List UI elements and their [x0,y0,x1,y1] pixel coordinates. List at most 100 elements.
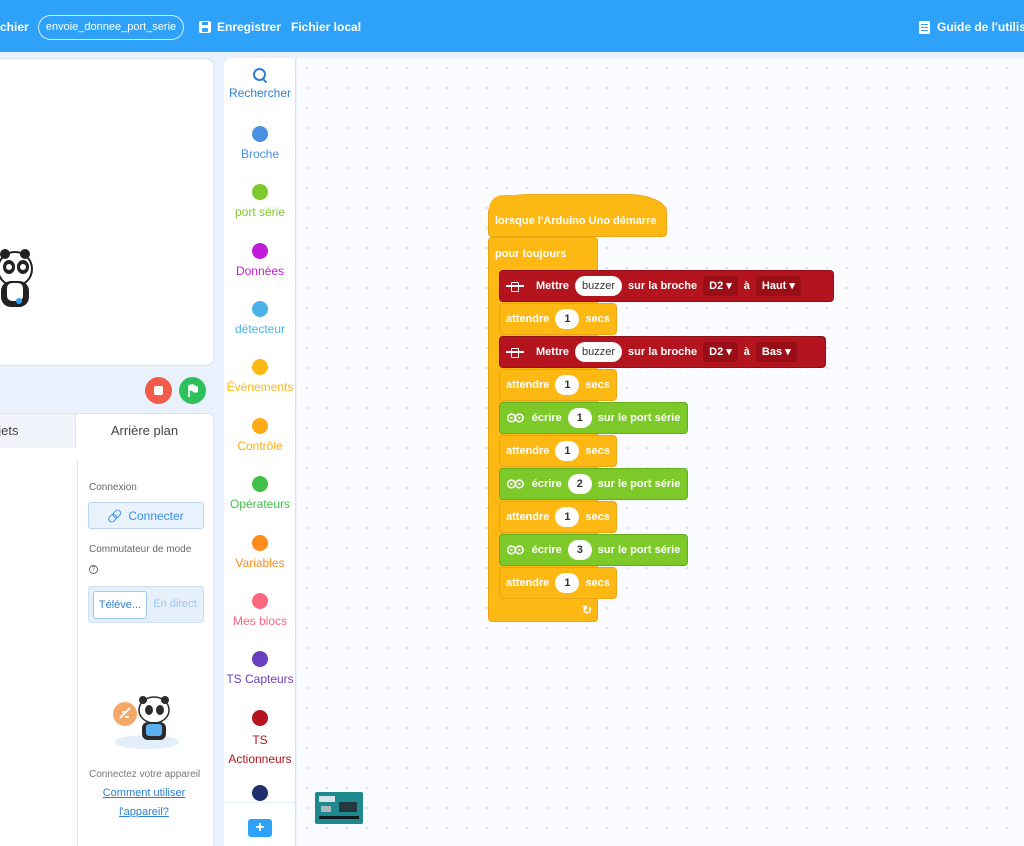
category-dot [252,301,268,317]
category-events-label: Évènements [226,380,294,394]
wait-verb: attendre [506,511,550,523]
category-dot [252,418,268,434]
mode-help-icon[interactable]: ? [89,565,98,574]
serial-write-block[interactable]: ⊙⊙ écrire 1 sur le port série [499,402,688,434]
level-dropdown[interactable]: Haut ▾ [755,276,801,296]
search-icon [253,68,267,82]
category-my-blocks[interactable]: Mes blocs [224,593,295,628]
device-name-input[interactable]: buzzer [575,342,623,362]
category-my-blocks-label: Mes blocs [232,614,288,628]
wait-block[interactable]: attendre 1 secs [499,369,617,401]
set-pin-verb: Mettre [536,280,570,292]
wait-unit: secs [585,379,610,391]
category-extension[interactable] [224,785,295,806]
category-data-label: Données [235,264,285,278]
stage-area[interactable] [0,58,214,366]
mode-live-option[interactable]: En direct [153,598,197,610]
wait-seconds-input[interactable]: 1 [555,573,580,593]
wait-verb: attendre [506,445,550,457]
wait-block[interactable]: attendre 1 secs [499,303,617,335]
serial-tail: sur le port série [597,412,681,424]
category-dot [252,476,268,492]
category-serial[interactable]: port série [224,184,295,219]
mode-switch: Téléve... En direct [88,586,204,623]
category-variables[interactable]: Variables [224,535,295,570]
when-arduino-starts-block[interactable]: lorsque l'Arduino Uno démarre [488,194,667,237]
category-sensor[interactable]: détecteur [224,301,295,336]
category-pin[interactable]: Broche [224,126,295,161]
category-control[interactable]: Contrôle [224,418,295,453]
panda-sprite[interactable] [0,225,35,317]
tab-sprites-label: bjets [0,423,19,438]
category-dot [252,535,268,551]
wait-unit: secs [585,445,610,457]
script-workspace[interactable] [297,58,1024,846]
wait-block[interactable]: attendre 1 secs [499,501,617,533]
serial-verb: écrire [531,544,562,556]
category-serial-label: port série [234,205,286,219]
set-pin-mid: sur la broche [628,346,698,358]
category-control-label: Contrôle [237,439,283,453]
wait-block[interactable]: attendre 1 secs [499,435,617,467]
category-ts-actuators[interactable]: TS Actionneurs [224,710,295,769]
wait-verb: attendre [506,379,550,391]
flag-icon [188,384,198,397]
hat-label: lorsque l'Arduino Uno démarre [495,215,657,227]
category-variables-label: Variables [235,556,285,570]
wait-seconds-input[interactable]: 1 [555,309,580,329]
wait-seconds-input[interactable]: 1 [555,441,580,461]
how-to-use-link-2[interactable]: l'appareil? [119,806,169,818]
user-guide-button[interactable]: Guide de l'utilis [919,20,1024,34]
tab-sprites[interactable]: bjets [0,414,76,448]
wait-unit: secs [585,313,610,325]
arduino-board-thumbnail[interactable] [313,788,365,828]
panda-connect-illustration [113,696,179,749]
category-ts-actuators-label: TS [252,733,268,747]
category-palette: Rechercher Broche port série Données dét… [224,58,296,846]
serial-value-input[interactable]: 2 [567,474,592,494]
category-dot [252,651,268,667]
level-dropdown[interactable]: Bas ▾ [755,342,797,362]
wait-seconds-input[interactable]: 1 [555,507,580,527]
link-icon [106,507,123,524]
stop-button[interactable] [145,377,172,404]
category-data[interactable]: Données [224,243,295,278]
category-events[interactable]: Évènements [224,359,295,394]
mode-upload-option[interactable]: Téléve... [93,591,147,619]
category-search[interactable]: Rechercher [224,68,295,100]
wait-unit: secs [585,577,610,589]
wait-block[interactable]: attendre 1 secs [499,567,617,599]
device-name-input[interactable]: buzzer [575,276,623,296]
serial-write-block[interactable]: ⊙⊙ écrire 3 sur le port série [499,534,688,566]
set-pin-block[interactable]: Mettre buzzer sur la broche D2 ▾ à Haut … [499,270,834,302]
set-pin-block[interactable]: Mettre buzzer sur la broche D2 ▾ à Bas ▾ [499,336,826,368]
arduino-infinity-icon: ⊙⊙ [506,542,525,557]
save-button[interactable]: Enregistrer [199,20,281,34]
pin-dropdown[interactable]: D2 ▾ [703,276,738,296]
connect-hint: Connectez votre appareil [89,769,201,780]
category-pin-label: Broche [240,147,280,161]
serial-write-block[interactable]: ⊙⊙ écrire 2 sur le port série [499,468,688,500]
how-to-use-link[interactable]: Comment utiliser [102,787,186,799]
project-name-input[interactable]: envoie_donnee_port_serie [38,15,184,40]
category-dot [252,359,268,375]
serial-value-input[interactable]: 3 [567,540,592,560]
device-panel: Connexion Connecter Commutateur de mode … [0,448,214,846]
connection-label: Connexion [89,482,137,493]
category-operators[interactable]: Opérateurs [224,476,295,511]
add-extension-button[interactable]: + [248,819,272,837]
tab-backdrop[interactable]: Arrière plan [110,423,179,438]
wait-seconds-input[interactable]: 1 [555,375,580,395]
connect-button[interactable]: Connecter [88,502,204,529]
serial-value-input[interactable]: 1 [567,408,592,428]
category-ts-sensors[interactable]: TS Capteurs [224,651,295,686]
stage-controls [0,370,214,410]
palette-bottom-bar: + [224,802,295,846]
pin-dropdown[interactable]: D2 ▾ [703,342,738,362]
green-flag-button[interactable] [179,377,206,404]
loop-arrow-icon: ↻ [582,603,593,617]
file-menu[interactable]: chier [0,20,29,34]
category-dot [252,593,268,609]
buzzer-icon [506,281,524,292]
local-file-button[interactable]: Fichier local [291,20,362,34]
